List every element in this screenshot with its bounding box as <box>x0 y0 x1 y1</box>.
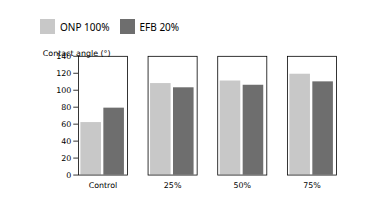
svg-text:100: 100 <box>56 86 71 95</box>
html-text:EFB 20%: EFB 20% <box>139 19 180 34</box>
html-text:ONP 100%: ONP 100% <box>60 19 110 34</box>
svg-text:Control: Control <box>89 181 118 190</box>
svg-text:75%: 75% <box>303 181 321 190</box>
svg-text:80: 80 <box>61 103 71 112</box>
svg-text:60: 60 <box>61 120 71 129</box>
svg-text:Contact angle (°): Contact angle (°) <box>43 49 111 58</box>
svg-text:50%: 50% <box>233 181 251 190</box>
svg-text:25%: 25% <box>164 181 182 190</box>
svg-text:0: 0 <box>66 171 71 180</box>
svg-text:40: 40 <box>61 137 71 146</box>
svg-text:120: 120 <box>56 69 71 78</box>
svg-text:20: 20 <box>61 154 71 163</box>
